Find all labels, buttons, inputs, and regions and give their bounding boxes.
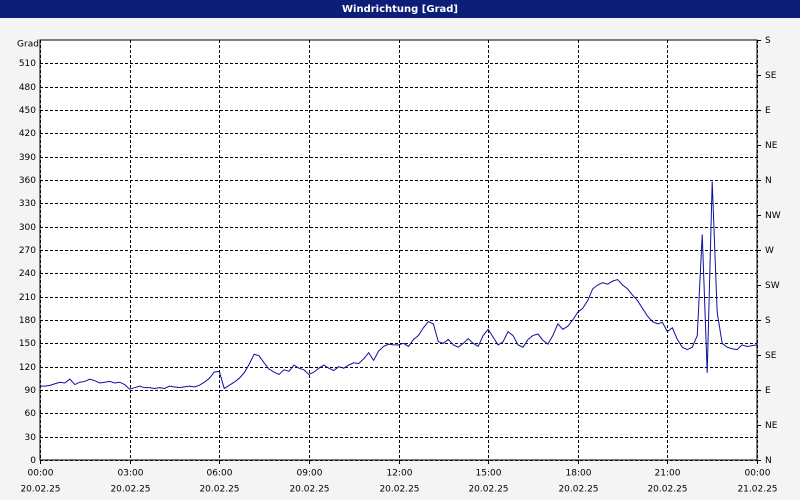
- y-tick-label: 30: [25, 433, 37, 443]
- y2-tick-label: N: [765, 176, 772, 186]
- y-tick-label: 60: [25, 409, 37, 419]
- y2-tick-label: NE: [765, 421, 778, 431]
- y-tick-label: 240: [19, 269, 36, 279]
- x-tick-date: 20.02.25: [558, 485, 598, 495]
- x-tick-label: 03:00: [118, 469, 144, 479]
- x-tick-date: 21.02.25: [737, 485, 777, 495]
- y-tick-label: 420: [19, 129, 36, 139]
- x-tick-date: 20.02.25: [199, 485, 239, 495]
- y-tick-label: 480: [19, 83, 36, 93]
- y2-tick-label: S: [765, 36, 771, 46]
- x-tick-date: 20.02.25: [647, 485, 687, 495]
- x-tick-date: 20.02.25: [110, 485, 150, 495]
- x-tick-date: 20.02.25: [379, 485, 419, 495]
- x-tick-label: 12:00: [387, 469, 413, 479]
- plot-border: [39, 39, 758, 461]
- y2-tick-label: E: [765, 386, 771, 396]
- y-tick-label: 300: [19, 223, 36, 233]
- y-tick-label: 120: [19, 363, 36, 373]
- x-tick-label: 21:00: [655, 469, 681, 479]
- y2-tick-label: SE: [765, 71, 777, 81]
- x-tick-label: 00:00: [28, 469, 54, 479]
- y2-tick-label: S: [765, 316, 771, 326]
- y-tick-label: 330: [19, 199, 36, 209]
- x-tick-label: 15:00: [476, 469, 502, 479]
- y-tick-label: 210: [19, 293, 36, 303]
- x-tick-label: 06:00: [207, 469, 233, 479]
- x-tick-date: 20.02.25: [20, 485, 60, 495]
- y2-tick-label: W: [765, 246, 774, 256]
- y-tick-label: 450: [19, 106, 36, 116]
- x-tick-label: 09:00: [297, 469, 323, 479]
- y-tick-label: 0: [30, 456, 36, 466]
- title-bar: [0, 0, 800, 18]
- y-tick-label: 390: [19, 153, 36, 163]
- y-tick-label: 180: [19, 316, 36, 326]
- y2-tick-label: N: [765, 456, 772, 466]
- x-tick-label: 00:00: [745, 469, 771, 479]
- y-tick-label: 90: [25, 386, 37, 396]
- y2-tick-label: SW: [765, 281, 780, 291]
- y2-tick-label: E: [765, 106, 771, 116]
- y-tick-label: 270: [19, 246, 36, 256]
- y2-tick-label: SE: [765, 351, 777, 361]
- y-tick-label: 150: [19, 339, 36, 349]
- y2-tick-label: NE: [765, 141, 778, 151]
- chart-title: Windrichtung [Grad]: [342, 4, 458, 15]
- x-tick-label: 18:00: [566, 469, 592, 479]
- y-tick-label: 360: [19, 176, 36, 186]
- y-tick-label: 510: [19, 59, 36, 69]
- y2-tick-label: NW: [765, 211, 781, 221]
- y-axis-label: Grad: [17, 40, 39, 50]
- x-tick-date: 20.02.25: [468, 485, 508, 495]
- x-tick-date: 20.02.25: [289, 485, 329, 495]
- data-line: [40, 181, 758, 390]
